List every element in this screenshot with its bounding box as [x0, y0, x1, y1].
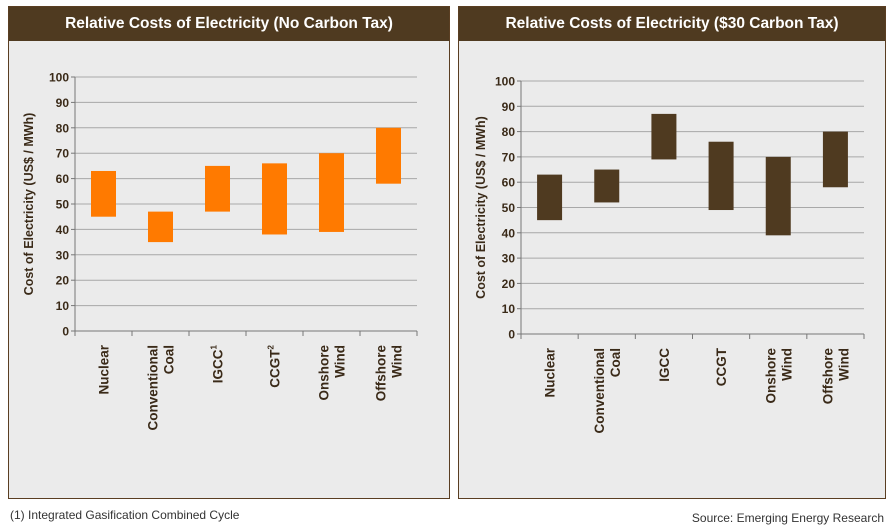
y-tick-label: 50 — [56, 198, 70, 212]
x-tick-label: Nuclear — [97, 344, 112, 394]
y-tick-label: 90 — [502, 100, 516, 114]
x-tick-label: Conventional — [592, 348, 607, 434]
range-bar — [822, 131, 848, 188]
y-tick-label: 90 — [56, 96, 70, 110]
chart-panel-no-carbon-tax: Relative Costs of Electricity (No Carbon… — [8, 6, 450, 499]
x-tick-label: CCGT2 — [267, 344, 283, 387]
y-tick-label: 10 — [56, 299, 70, 313]
y-tick-label: 0 — [62, 325, 69, 339]
y-tick-label: 100 — [495, 75, 515, 89]
y-tick-label: 50 — [502, 201, 516, 215]
y-tick-label: 80 — [56, 121, 70, 135]
y-tick-label: 20 — [56, 274, 70, 288]
x-tick-label: Onshore — [317, 345, 332, 401]
x-tick-label: Wind — [836, 348, 851, 381]
range-bar — [91, 170, 116, 217]
y-axis-label: Cost of Electricity (US$ / MWh) — [22, 113, 36, 296]
y-tick-label: 40 — [502, 226, 516, 240]
x-tick-label: Coal — [608, 348, 623, 377]
x-tick-label: Onshore — [763, 348, 778, 404]
x-tick-label: Offshore — [374, 345, 389, 402]
range-bar — [537, 174, 563, 221]
range-bar — [262, 163, 287, 235]
y-tick-label: 70 — [502, 150, 516, 164]
range-bar — [319, 153, 344, 232]
y-tick-label: 70 — [56, 147, 70, 161]
chart-carbon-tax: Cost of Electricity (US$ / MWh) 0 10 20 30 40… — [474, 75, 865, 434]
x-tick-label: IGCC — [657, 348, 672, 382]
y-tick-label: 80 — [502, 125, 516, 139]
chart-no-carbon-tax: Cost of Electricity (US$ / MWh) 0 10 20 30 40… — [22, 71, 418, 431]
range-bar — [594, 169, 620, 203]
chart-panel-carbon-tax: Relative Costs of Electricity ($30 Carbo… — [458, 6, 886, 499]
x-tick-label: Nuclear — [543, 347, 558, 397]
y-tick-label: 10 — [502, 302, 516, 316]
y-tick-label: 40 — [56, 223, 70, 237]
chart-title: Relative Costs of Electricity ($30 Carbo… — [459, 7, 885, 41]
y-tick-label: 60 — [56, 172, 70, 186]
source-note: Source: Emerging Energy Research — [691, 511, 884, 525]
x-tick-label: Wind — [390, 345, 405, 378]
y-axis-label: Cost of Electricity (US$ / MWh) — [474, 116, 488, 299]
y-tick-label: 30 — [56, 248, 70, 262]
range-bar — [651, 113, 677, 160]
range-bar — [205, 165, 230, 212]
x-tick-label: Coal — [162, 345, 177, 374]
footnote-marker: 1 — [210, 344, 219, 349]
y-tick-label: 30 — [502, 252, 516, 266]
range-bar — [708, 141, 734, 211]
range-bar — [148, 211, 173, 243]
x-tick-label: IGCC1 — [210, 344, 226, 383]
range-bar — [765, 156, 791, 236]
x-tick-label: Wind — [779, 348, 794, 381]
x-tick-label: CCGT — [714, 347, 729, 386]
y-tick-label: 60 — [502, 176, 516, 190]
range-bar — [376, 127, 401, 184]
x-tick-label: Conventional — [146, 345, 161, 431]
y-tick-label: 20 — [502, 277, 516, 291]
y-tick-label: 0 — [508, 328, 515, 342]
y-tick-label: 100 — [49, 71, 69, 85]
footnote: (1) Integrated Gasification Combined Cyc… — [10, 508, 240, 522]
x-tick-label: Offshore — [820, 348, 835, 405]
footnote-marker: 2 — [267, 344, 276, 349]
chart-title: Relative Costs of Electricity (No Carbon… — [9, 7, 449, 41]
x-tick-label: Wind — [333, 345, 348, 378]
